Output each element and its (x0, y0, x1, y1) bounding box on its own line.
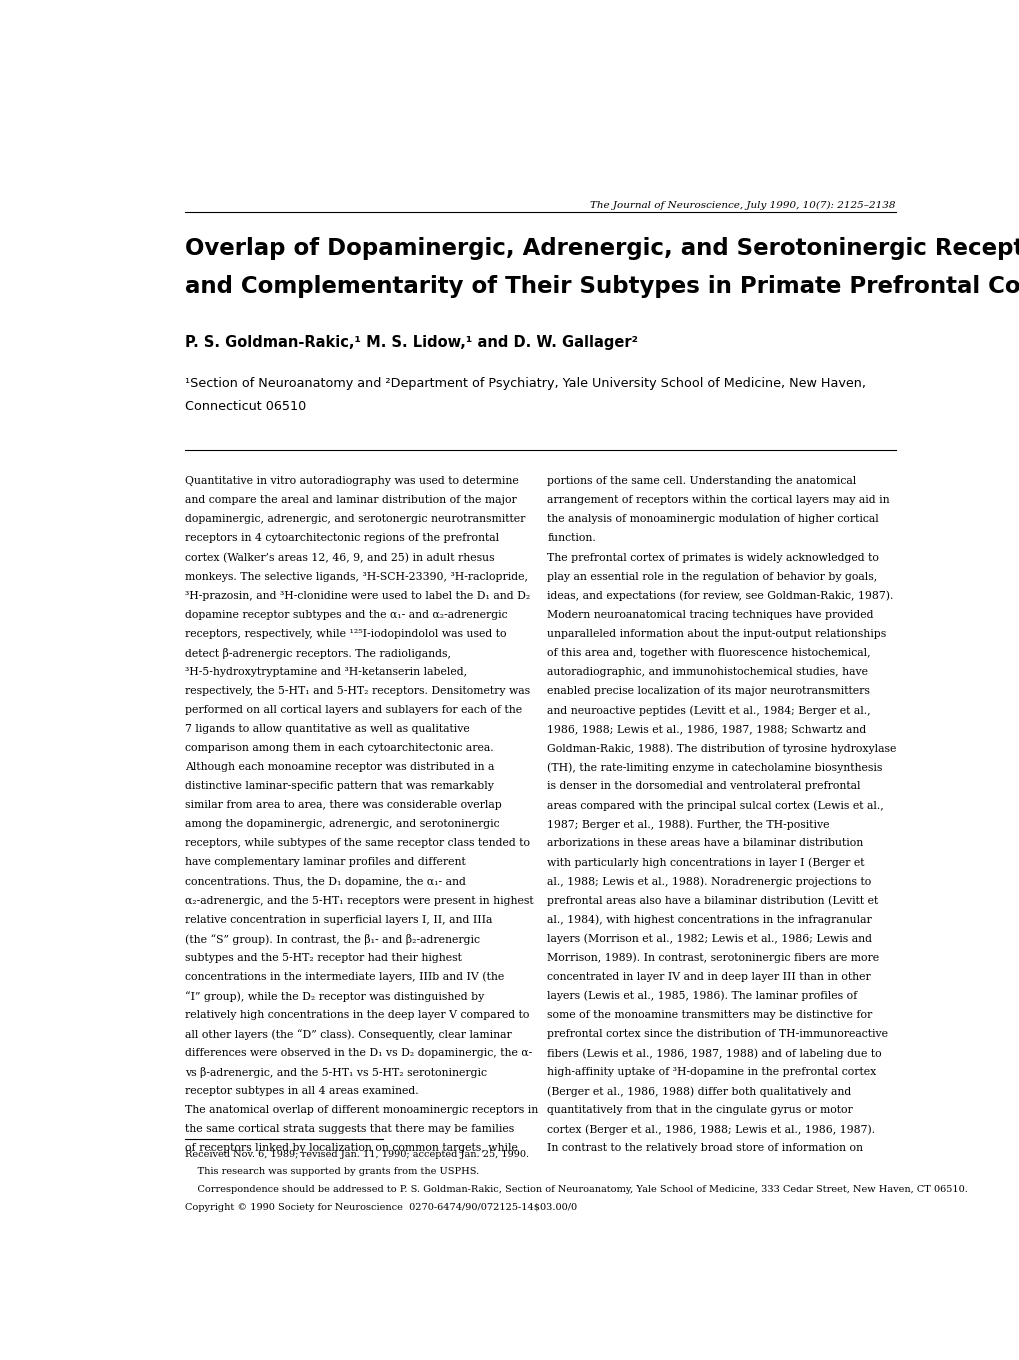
Text: prefrontal areas also have a bilaminar distribution (Levitt et: prefrontal areas also have a bilaminar d… (547, 896, 877, 906)
Text: dopamine receptor subtypes and the α₁- and α₂-adrenergic: dopamine receptor subtypes and the α₁- a… (185, 609, 507, 620)
Text: α₂-adrenergic, and the 5-HT₁ receptors were present in highest: α₂-adrenergic, and the 5-HT₁ receptors w… (185, 896, 533, 906)
Text: receptor subtypes in all 4 areas examined.: receptor subtypes in all 4 areas examine… (185, 1087, 419, 1096)
Text: with particularly high concentrations in layer I (Berger et: with particularly high concentrations in… (547, 858, 864, 868)
Text: (Berger et al., 1986, 1988) differ both qualitatively and: (Berger et al., 1986, 1988) differ both … (547, 1087, 851, 1096)
Text: differences were observed in the D₁ vs D₂ dopaminergic, the α-: differences were observed in the D₁ vs D… (185, 1049, 532, 1058)
Text: cortex (Berger et al., 1986, 1988; Lewis et al., 1986, 1987).: cortex (Berger et al., 1986, 1988; Lewis… (547, 1125, 874, 1134)
Text: is denser in the dorsomedial and ventrolateral prefrontal: is denser in the dorsomedial and ventrol… (547, 781, 860, 792)
Text: of this area and, together with fluorescence histochemical,: of this area and, together with fluoresc… (547, 647, 870, 658)
Text: The prefrontal cortex of primates is widely acknowledged to: The prefrontal cortex of primates is wid… (547, 552, 878, 563)
Text: concentrations. Thus, the D₁ dopamine, the α₁- and: concentrations. Thus, the D₁ dopamine, t… (185, 877, 466, 887)
Text: receptors, while subtypes of the same receptor class tended to: receptors, while subtypes of the same re… (185, 838, 530, 849)
Text: P. S. Goldman-Rakic,¹ M. S. Lidow,¹ and D. W. Gallager²: P. S. Goldman-Rakic,¹ M. S. Lidow,¹ and … (185, 335, 638, 350)
Text: enabled precise localization of its major neurotransmitters: enabled precise localization of its majo… (547, 685, 869, 696)
Text: Quantitative in vitro autoradiography was used to determine: Quantitative in vitro autoradiography wa… (185, 476, 519, 487)
Text: monkeys. The selective ligands, ³H-SCH-23390, ³H-raclopride,: monkeys. The selective ligands, ³H-SCH-2… (185, 571, 528, 582)
Text: (TH), the rate-limiting enzyme in catecholamine biosynthesis: (TH), the rate-limiting enzyme in catech… (547, 762, 881, 772)
Text: similar from area to area, there was considerable overlap: similar from area to area, there was con… (185, 800, 501, 811)
Text: Although each monoamine receptor was distributed in a: Although each monoamine receptor was dis… (185, 762, 494, 772)
Text: In contrast to the relatively broad store of information on: In contrast to the relatively broad stor… (547, 1144, 862, 1153)
Text: relatively high concentrations in the deep layer V compared to: relatively high concentrations in the de… (185, 1010, 529, 1020)
Text: (the “S” group). In contrast, the β₁- and β₂-adrenergic: (the “S” group). In contrast, the β₁- an… (185, 934, 480, 945)
Text: ¹Section of Neuroanatomy and ²Department of Psychiatry, Yale University School o: ¹Section of Neuroanatomy and ²Department… (185, 377, 865, 390)
Text: fibers (Lewis et al., 1986, 1987, 1988) and of labeling due to: fibers (Lewis et al., 1986, 1987, 1988) … (547, 1049, 881, 1058)
Text: Copyright © 1990 Society for Neuroscience  0270-6474/90/072125-14$03.00/0: Copyright © 1990 Society for Neuroscienc… (185, 1204, 577, 1212)
Text: layers (Morrison et al., 1982; Lewis et al., 1986; Lewis and: layers (Morrison et al., 1982; Lewis et … (547, 934, 871, 944)
Text: areas compared with the principal sulcal cortex (Lewis et al.,: areas compared with the principal sulcal… (547, 800, 883, 811)
Text: arrangement of receptors within the cortical layers may aid in: arrangement of receptors within the cort… (547, 495, 889, 506)
Text: respectively, the 5-HT₁ and 5-HT₂ receptors. Densitometry was: respectively, the 5-HT₁ and 5-HT₂ recept… (185, 685, 530, 696)
Text: vs β-adrenergic, and the 5-HT₁ vs 5-HT₂ serotoninergic: vs β-adrenergic, and the 5-HT₁ vs 5-HT₂ … (185, 1068, 487, 1078)
Text: Connecticut 06510: Connecticut 06510 (185, 400, 306, 413)
Text: 1986, 1988; Lewis et al., 1986, 1987, 1988; Schwartz and: 1986, 1988; Lewis et al., 1986, 1987, 19… (547, 724, 866, 734)
Text: and compare the areal and laminar distribution of the major: and compare the areal and laminar distri… (185, 495, 517, 506)
Text: concentrated in layer IV and in deep layer III than in other: concentrated in layer IV and in deep lay… (547, 972, 870, 982)
Text: The anatomical overlap of different monoaminergic receptors in: The anatomical overlap of different mono… (185, 1106, 538, 1115)
Text: high-affinity uptake of ³H-dopamine in the prefrontal cortex: high-affinity uptake of ³H-dopamine in t… (547, 1068, 875, 1077)
Text: dopaminergic, adrenergic, and serotonergic neurotransmitter: dopaminergic, adrenergic, and serotonerg… (185, 514, 525, 525)
Text: subtypes and the 5-HT₂ receptor had their highest: subtypes and the 5-HT₂ receptor had thei… (185, 953, 462, 963)
Text: among the dopaminergic, adrenergic, and serotoninergic: among the dopaminergic, adrenergic, and … (185, 819, 499, 830)
Text: the analysis of monoaminergic modulation of higher cortical: the analysis of monoaminergic modulation… (547, 514, 878, 525)
Text: portions of the same cell. Understanding the anatomical: portions of the same cell. Understanding… (547, 476, 856, 487)
Text: “I” group), while the D₂ receptor was distinguished by: “I” group), while the D₂ receptor was di… (185, 991, 484, 1002)
Text: Overlap of Dopaminergic, Adrenergic, and Serotoninergic Receptors: Overlap of Dopaminergic, Adrenergic, and… (185, 237, 1019, 260)
Text: Modern neuroanatomical tracing techniques have provided: Modern neuroanatomical tracing technique… (547, 609, 873, 620)
Text: al., 1988; Lewis et al., 1988). Noradrenergic projections to: al., 1988; Lewis et al., 1988). Noradren… (547, 877, 870, 887)
Text: ³H-5-hydroxytryptamine and ³H-ketanserin labeled,: ³H-5-hydroxytryptamine and ³H-ketanserin… (185, 666, 467, 677)
Text: cortex (Walker’s areas 12, 46, 9, and 25) in adult rhesus: cortex (Walker’s areas 12, 46, 9, and 25… (185, 552, 494, 563)
Text: unparalleled information about the input-output relationships: unparalleled information about the input… (547, 628, 886, 639)
Text: play an essential role in the regulation of behavior by goals,: play an essential role in the regulation… (547, 571, 876, 582)
Text: ³H-prazosin, and ³H-clonidine were used to label the D₁ and D₂: ³H-prazosin, and ³H-clonidine were used … (185, 590, 530, 601)
Text: distinctive laminar-specific pattern that was remarkably: distinctive laminar-specific pattern tha… (185, 781, 493, 792)
Text: This research was supported by grants from the USPHS.: This research was supported by grants fr… (185, 1167, 479, 1176)
Text: The Journal of Neuroscience, July 1990, 10(7): 2125–2138: The Journal of Neuroscience, July 1990, … (590, 201, 895, 209)
Text: relative concentration in superficial layers I, II, and IIIa: relative concentration in superficial la… (185, 915, 492, 925)
Text: have complementary laminar profiles and different: have complementary laminar profiles and … (185, 858, 466, 868)
Text: Goldman-Rakic, 1988). The distribution of tyrosine hydroxylase: Goldman-Rakic, 1988). The distribution o… (547, 743, 896, 753)
Text: comparison among them in each cytoarchitectonic area.: comparison among them in each cytoarchit… (185, 743, 493, 753)
Text: receptors, respectively, while ¹²⁵I-iodopindolol was used to: receptors, respectively, while ¹²⁵I-iodo… (185, 628, 506, 639)
Text: prefrontal cortex since the distribution of TH-immunoreactive: prefrontal cortex since the distribution… (547, 1030, 888, 1039)
Text: arborizations in these areas have a bilaminar distribution: arborizations in these areas have a bila… (547, 838, 863, 849)
Text: concentrations in the intermediate layers, IIIb and IV (the: concentrations in the intermediate layer… (185, 972, 504, 982)
Text: and neuroactive peptides (Levitt et al., 1984; Berger et al.,: and neuroactive peptides (Levitt et al.,… (547, 704, 870, 715)
Text: of receptors linked by localization on common targets, while: of receptors linked by localization on c… (185, 1144, 518, 1153)
Text: the same cortical strata suggests that there may be families: the same cortical strata suggests that t… (185, 1125, 514, 1134)
Text: detect β-adrenergic receptors. The radioligands,: detect β-adrenergic receptors. The radio… (185, 647, 450, 658)
Text: Received Nov. 6, 1989; revised Jan. 11, 1990; accepted Jan. 25, 1990.: Received Nov. 6, 1989; revised Jan. 11, … (185, 1149, 529, 1159)
Text: 7 ligands to allow quantitative as well as qualitative: 7 ligands to allow quantitative as well … (185, 724, 470, 734)
Text: some of the monoamine transmitters may be distinctive for: some of the monoamine transmitters may b… (547, 1010, 871, 1020)
Text: receptors in 4 cytoarchitectonic regions of the prefrontal: receptors in 4 cytoarchitectonic regions… (185, 533, 499, 544)
Text: Morrison, 1989). In contrast, serotoninergic fibers are more: Morrison, 1989). In contrast, serotonine… (547, 953, 878, 963)
Text: ideas, and expectations (for review, see Goldman-Rakic, 1987).: ideas, and expectations (for review, see… (547, 590, 893, 601)
Text: all other layers (the “D” class). Consequently, clear laminar: all other layers (the “D” class). Conseq… (185, 1030, 512, 1040)
Text: and Complementarity of Their Subtypes in Primate Prefrontal Cortex: and Complementarity of Their Subtypes in… (185, 275, 1019, 298)
Text: 1987; Berger et al., 1988). Further, the TH-positive: 1987; Berger et al., 1988). Further, the… (547, 819, 828, 830)
Text: performed on all cortical layers and sublayers for each of the: performed on all cortical layers and sub… (185, 704, 522, 715)
Text: al., 1984), with highest concentrations in the infragranular: al., 1984), with highest concentrations … (547, 915, 871, 925)
Text: autoradiographic, and immunohistochemical studies, have: autoradiographic, and immunohistochemica… (547, 666, 867, 677)
Text: layers (Lewis et al., 1985, 1986). The laminar profiles of: layers (Lewis et al., 1985, 1986). The l… (547, 991, 857, 1001)
Text: quantitatively from that in the cingulate gyrus or motor: quantitatively from that in the cingulat… (547, 1106, 852, 1115)
Text: function.: function. (547, 533, 595, 544)
Text: Correspondence should be addressed to P. S. Goldman-Rakic, Section of Neuroanato: Correspondence should be addressed to P.… (185, 1186, 967, 1194)
